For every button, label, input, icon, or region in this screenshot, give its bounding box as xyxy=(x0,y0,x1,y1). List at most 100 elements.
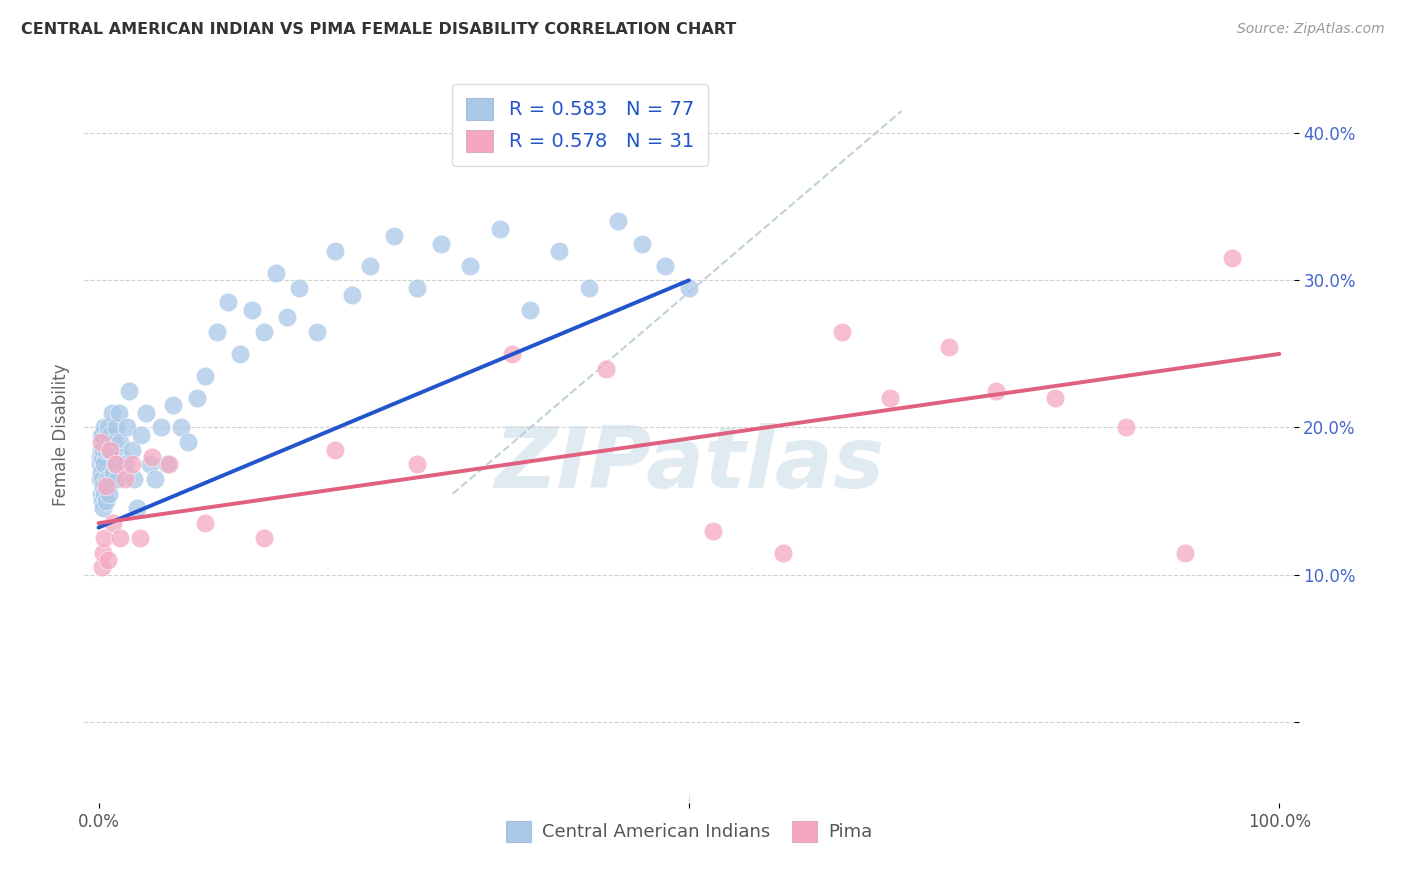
Point xyxy=(104,457,127,471)
Point xyxy=(89,457,111,471)
Point xyxy=(157,457,180,471)
Point xyxy=(98,442,121,457)
Point xyxy=(186,391,208,405)
Point xyxy=(98,487,121,501)
Point xyxy=(678,280,700,294)
Point xyxy=(91,494,114,508)
Point xyxy=(89,450,111,464)
Point xyxy=(98,427,121,442)
Point xyxy=(1220,252,1243,266)
Point xyxy=(831,325,853,339)
Point xyxy=(98,472,121,486)
Point xyxy=(91,450,114,464)
Point xyxy=(406,457,429,471)
Point xyxy=(121,442,143,457)
Point xyxy=(240,302,263,317)
Point xyxy=(96,427,118,442)
Point xyxy=(323,244,346,258)
Point xyxy=(115,420,138,434)
Point xyxy=(122,472,145,486)
Point xyxy=(879,391,901,405)
Point xyxy=(121,457,143,471)
Point xyxy=(305,325,328,339)
Point xyxy=(143,472,166,486)
Point xyxy=(194,516,217,530)
Point xyxy=(94,479,117,493)
Point xyxy=(938,339,960,353)
Point xyxy=(91,479,114,493)
Point xyxy=(128,531,150,545)
Point xyxy=(342,288,364,302)
Point xyxy=(90,465,112,479)
Point xyxy=(91,472,114,486)
Text: CENTRAL AMERICAN INDIAN VS PIMA FEMALE DISABILITY CORRELATION CHART: CENTRAL AMERICAN INDIAN VS PIMA FEMALE D… xyxy=(21,22,737,37)
Point xyxy=(654,259,676,273)
Point xyxy=(91,560,114,574)
Point xyxy=(101,516,124,530)
Point xyxy=(323,442,346,457)
Point xyxy=(105,420,128,434)
Point xyxy=(406,280,429,294)
Point xyxy=(489,221,512,235)
Point xyxy=(91,501,114,516)
Point xyxy=(177,435,200,450)
Point xyxy=(107,472,129,486)
Point xyxy=(430,236,453,251)
Point xyxy=(97,479,120,493)
Point xyxy=(114,472,136,486)
Point xyxy=(276,310,298,325)
Point xyxy=(548,244,571,258)
Point xyxy=(89,472,111,486)
Point xyxy=(90,487,112,501)
Point xyxy=(111,450,134,464)
Point xyxy=(1043,391,1066,405)
Point xyxy=(90,435,112,450)
Point xyxy=(91,442,114,457)
Point xyxy=(194,369,217,384)
Point xyxy=(772,545,794,560)
Point xyxy=(127,501,149,516)
Point xyxy=(129,427,152,442)
Point xyxy=(460,259,482,273)
Point xyxy=(141,450,163,464)
Point xyxy=(105,457,128,471)
Text: ZIPatlas: ZIPatlas xyxy=(494,423,884,506)
Point xyxy=(501,347,523,361)
Text: Source: ZipAtlas.com: Source: ZipAtlas.com xyxy=(1237,22,1385,37)
Point xyxy=(103,435,125,450)
Point xyxy=(135,406,157,420)
Point xyxy=(93,487,115,501)
Point xyxy=(205,325,228,339)
Point xyxy=(162,398,184,412)
Point xyxy=(100,406,122,420)
Point xyxy=(97,553,120,567)
Legend: Central American Indians, Pima: Central American Indians, Pima xyxy=(499,814,879,849)
Point xyxy=(382,229,405,244)
Point xyxy=(114,457,136,471)
Point xyxy=(96,472,118,486)
Point xyxy=(91,427,114,442)
Point xyxy=(595,361,617,376)
Point xyxy=(98,442,121,457)
Point xyxy=(578,280,600,294)
Point xyxy=(108,531,131,545)
Point xyxy=(630,236,652,251)
Point xyxy=(139,457,162,471)
Point xyxy=(90,442,112,457)
Point xyxy=(90,427,112,442)
Point xyxy=(264,266,287,280)
Point xyxy=(150,420,173,434)
Point xyxy=(93,457,115,471)
Point xyxy=(107,406,129,420)
Point xyxy=(1174,545,1197,560)
Point xyxy=(94,442,117,457)
Point xyxy=(984,384,1007,398)
Point xyxy=(170,420,193,434)
Point xyxy=(91,545,114,560)
Point xyxy=(253,325,276,339)
Point xyxy=(607,214,630,228)
Point xyxy=(93,531,115,545)
Point xyxy=(101,465,124,479)
Point xyxy=(1115,420,1137,434)
Point xyxy=(519,302,541,317)
